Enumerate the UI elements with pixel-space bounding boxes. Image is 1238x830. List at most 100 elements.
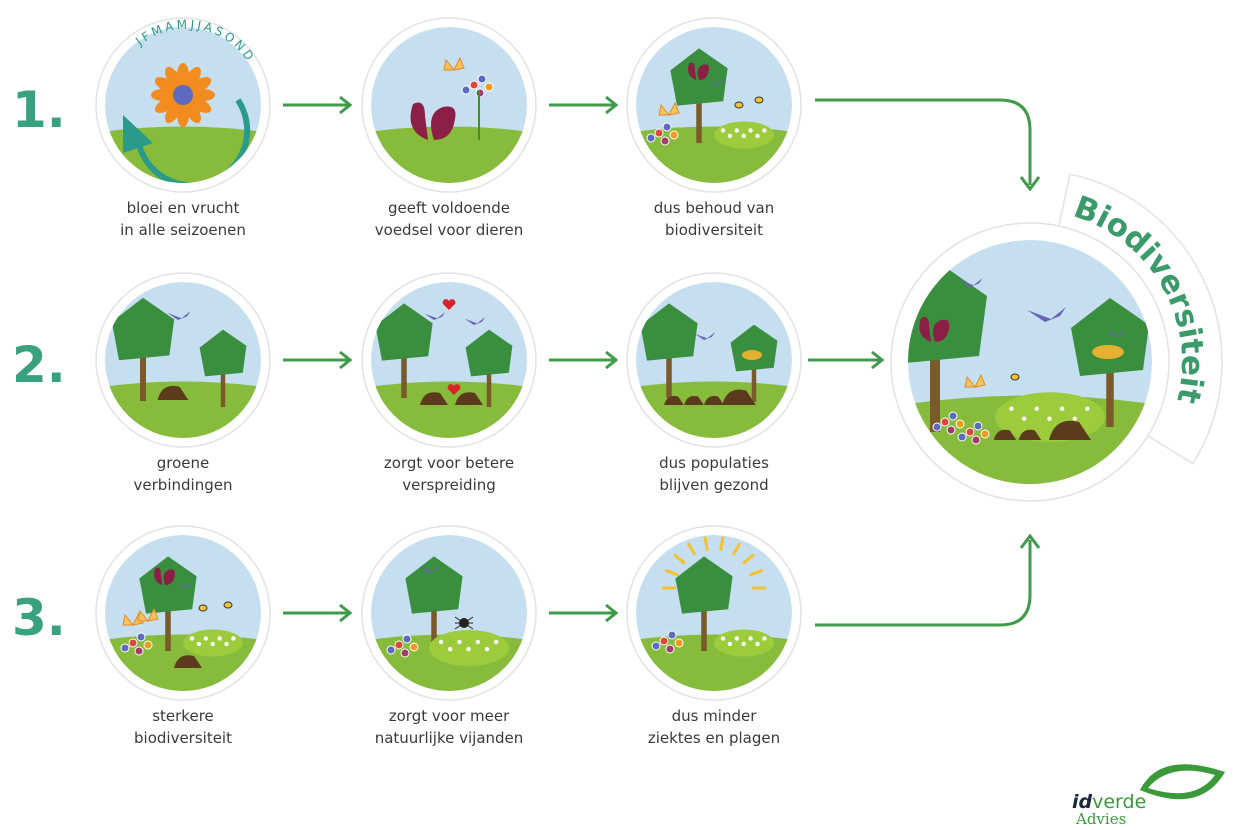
tree-trunk [930,352,940,432]
bush-flower [190,636,194,640]
flower [655,129,663,137]
step-caption: groene [157,454,210,472]
tree-trunk [487,371,492,407]
row-number: 3. [12,589,66,647]
flower [485,83,493,91]
bush-flower [1073,416,1077,420]
tree-trunk [666,354,672,398]
flower [974,422,982,430]
bush-flower [1085,407,1089,411]
step-caption: dus minder [672,707,758,725]
step-caption: ziektes en plagen [648,729,780,747]
nest [742,350,762,360]
step-caption: verbindingen [134,476,233,494]
flower [972,436,980,444]
bush-flower [211,642,215,646]
step-caption: verspreiding [402,476,496,494]
bush-flower [748,128,752,132]
bush-flower [762,636,766,640]
bee [224,602,232,608]
bush-flower [748,636,752,640]
bush-flower [231,636,235,640]
flower [666,645,674,653]
bush-flower [735,128,739,132]
flower [462,86,470,94]
tree-trunk [165,607,171,651]
logo-subtitle: Advies [1075,810,1126,826]
flower [958,433,966,441]
flower [652,642,660,650]
step-caption: biodiversiteit [134,729,232,747]
flower [129,639,137,647]
connector [815,100,1030,185]
bush-flower [762,128,766,132]
bush-flower [755,642,759,646]
step-caption: biodiversiteit [665,221,763,239]
tree-trunk [401,354,407,398]
flower [668,631,676,639]
step-caption: dus behoud van [654,199,774,217]
tree-trunk [1106,367,1114,427]
row-number: 1. [12,81,66,139]
flower [947,426,955,434]
flower [137,633,145,641]
flower [135,647,143,655]
step-caption: in alle seizoenen [120,221,246,239]
bush-flower [735,636,739,640]
bush-flower [485,647,489,651]
tree-trunk [140,353,146,401]
step-caption: dus populaties [659,454,769,472]
bush-flower [439,640,443,644]
bush-flower [728,642,732,646]
bush-flower [1047,416,1051,420]
bush-flower [742,134,746,138]
flower [144,641,152,649]
bee [199,605,207,611]
step-caption: blijven gezond [659,476,768,494]
bush-flower [1009,407,1013,411]
bush-flower [224,642,228,646]
flower [981,430,989,438]
connector [815,540,1030,625]
bee [755,97,763,103]
bush-flower [197,642,201,646]
flower [670,131,678,139]
step-caption: voedsel voor dieren [375,221,523,239]
flower [395,641,403,649]
flower [661,137,669,145]
flower [647,134,655,142]
flower [470,81,478,89]
step-caption: sterkere [152,707,214,725]
flower [966,428,974,436]
flower [403,635,411,643]
bush-flower [476,640,480,644]
flower [410,643,418,651]
bush-flower [755,134,759,138]
bush-flower [728,134,732,138]
bush-flower [721,128,725,132]
bush-flower [742,642,746,646]
tree-trunk [696,99,702,143]
flower [941,418,949,426]
tree-trunk [701,607,707,651]
flower [387,646,395,654]
bush-flower [466,647,470,651]
tree-trunk [221,371,226,407]
flower [660,637,668,645]
bee [735,102,743,108]
bee [1011,374,1019,380]
bush-flower [1035,407,1039,411]
flower [478,75,486,83]
bush-flower [1022,416,1026,420]
step-caption: bloei en vrucht [127,199,240,217]
infographic: 1.bloei en vruchtin alle seizoenengeeft … [0,0,1238,826]
bush-flower [217,636,221,640]
tree-trunk [752,366,757,402]
bush-flower [721,636,725,640]
flower [401,649,409,657]
flower-heart [173,85,193,105]
flower [933,423,941,431]
bush-flower [1060,407,1064,411]
nest [1092,345,1124,359]
